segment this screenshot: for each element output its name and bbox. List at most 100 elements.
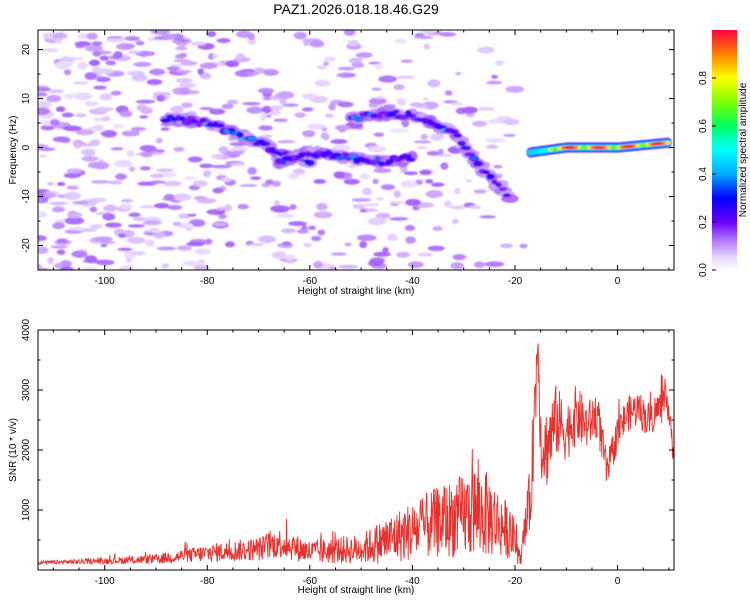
noise-blob — [284, 213, 292, 219]
noise-blob — [166, 66, 180, 71]
track-peak — [354, 117, 364, 121]
track-core — [464, 152, 476, 157]
noise-blob — [108, 180, 123, 185]
noise-blob — [389, 200, 406, 205]
noise-blob — [62, 125, 82, 132]
noise-blob — [425, 179, 434, 184]
noise-blob — [420, 134, 429, 140]
noise-blob — [278, 97, 287, 105]
noise-blob — [186, 241, 206, 247]
noise-blob — [218, 146, 229, 154]
noise-blob — [117, 247, 132, 251]
noise-blob — [77, 61, 88, 70]
noise-blob — [261, 105, 272, 114]
noise-blob — [110, 147, 124, 151]
noise-blob — [178, 213, 191, 219]
noise-blob — [472, 120, 488, 127]
noise-blob — [395, 75, 416, 80]
noise-blob — [128, 166, 136, 172]
noise-blob — [179, 87, 191, 96]
colorbar-ticks: 0.0 0.2 0.4 0.6 0.8 — [698, 71, 716, 277]
noise-blob — [246, 106, 264, 114]
noise-blob — [196, 198, 217, 204]
noise-blob — [313, 211, 333, 219]
noise-blob — [211, 153, 224, 160]
noise-blob — [323, 61, 330, 66]
snr-series-line — [38, 343, 674, 566]
chart-title: PAZ1.2026.018.18.46.G29 — [273, 1, 439, 17]
noise-blob — [47, 256, 55, 265]
noise-blob — [419, 169, 432, 176]
noise-blob — [393, 190, 402, 198]
noise-blob — [224, 241, 235, 248]
track-peak — [348, 154, 358, 159]
noise-blob — [135, 40, 145, 46]
noise-blob — [38, 100, 52, 109]
noise-blob — [465, 113, 476, 118]
noise-blob — [66, 185, 79, 190]
noise-blob — [64, 216, 85, 225]
noise-blob — [126, 150, 135, 158]
noise-blob — [50, 119, 60, 126]
noise-blob — [84, 45, 104, 52]
noise-blob — [194, 248, 212, 255]
noise-blob — [253, 67, 267, 74]
noise-blob — [221, 103, 234, 109]
noise-blob — [124, 36, 141, 42]
noise-blob — [211, 54, 218, 59]
noise-blob — [499, 243, 513, 249]
x-tick-label: 0 — [615, 576, 621, 587]
noise-blob — [337, 101, 354, 108]
noise-blob — [334, 124, 351, 131]
noise-blob — [430, 182, 445, 187]
noise-blob — [301, 107, 314, 112]
snr-y-label: SNR (10 * v/v) — [8, 418, 19, 482]
noise-blob — [414, 35, 434, 40]
noise-blob — [187, 156, 203, 163]
snr-y-ticks: 1000 2000 3000 4000 — [21, 318, 674, 571]
noise-blob — [309, 39, 325, 48]
noise-blob — [296, 229, 309, 234]
noise-blob — [81, 148, 96, 157]
noise-blob — [236, 30, 252, 39]
track-peak — [247, 137, 258, 141]
track-core — [179, 116, 186, 122]
noise-blob — [49, 201, 68, 206]
noise-blob — [486, 80, 503, 85]
track-peak — [335, 156, 346, 160]
noise-blob — [337, 66, 356, 71]
x-tick-label: 0 — [615, 276, 621, 287]
noise-blob — [155, 168, 175, 172]
noise-blob — [118, 265, 135, 270]
noise-blob — [142, 220, 162, 226]
noise-blob — [427, 79, 441, 88]
noise-blob — [344, 242, 352, 247]
noise-blob — [263, 134, 272, 139]
noise-blob — [119, 110, 133, 118]
noise-blob — [247, 243, 264, 247]
snr-x-label: Height of straight line (km) — [298, 585, 415, 596]
noise-blob — [271, 251, 287, 259]
noise-blob — [417, 252, 433, 257]
noise-blob — [289, 203, 297, 211]
noise-blob — [179, 82, 196, 89]
noise-blob — [38, 147, 56, 151]
noise-blob — [199, 106, 214, 111]
noise-blob — [180, 102, 193, 108]
y-tick-label: 3000 — [21, 378, 32, 401]
noise-blob — [314, 79, 331, 87]
noise-blob — [348, 164, 356, 169]
y-tick-label: 1000 — [21, 498, 32, 521]
noise-blob — [126, 130, 140, 134]
noise-blob — [450, 262, 464, 270]
noise-blob — [415, 179, 424, 185]
noise-blob — [263, 69, 279, 76]
noise-blob — [197, 68, 204, 75]
noise-blob — [440, 162, 449, 170]
noise-blob — [333, 171, 345, 179]
noise-blob — [95, 259, 115, 266]
noise-blob — [389, 217, 409, 221]
noise-blob — [172, 193, 192, 202]
